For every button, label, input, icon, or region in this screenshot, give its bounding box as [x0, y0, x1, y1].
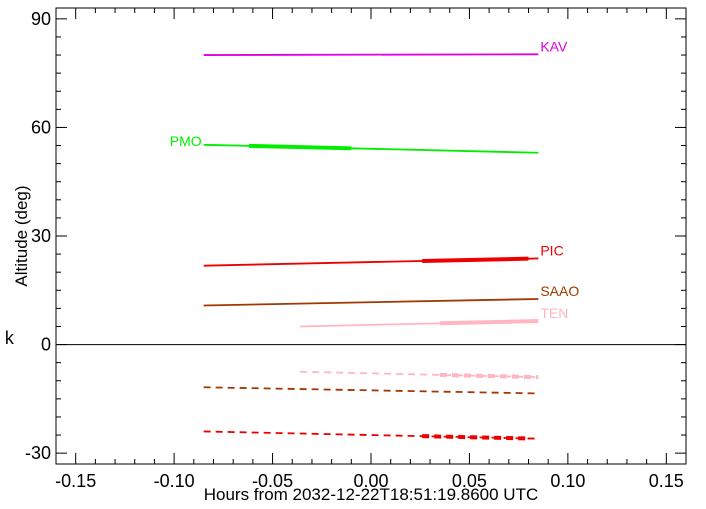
- plot-frame: [55, 7, 687, 465]
- series-highlight-segment: [422, 256, 529, 263]
- series-highlight-segment: [439, 372, 539, 380]
- series-lines: [203, 53, 539, 441]
- series-highlight-segment: [439, 319, 539, 326]
- y-tick-label: 60: [31, 117, 51, 137]
- series-highlight-segment: [248, 143, 352, 151]
- x-tick-label: -0.15: [55, 471, 96, 491]
- y-tick-label: 90: [31, 9, 51, 29]
- series-line-saao: [203, 298, 539, 307]
- series-highlight-segment: [422, 434, 529, 441]
- x-tick-label: 0.10: [550, 471, 585, 491]
- stray-k-glyph: k: [4, 330, 15, 350]
- axis-ticks: [55, 8, 687, 464]
- y-axis-title: Altitude (deg): [12, 185, 31, 286]
- x-tick-label: -0.05: [252, 471, 293, 491]
- x-axis-title: Hours from 2032-12-22T18:51:19.8600 UTC: [204, 485, 539, 504]
- x-tick-label: -0.10: [154, 471, 195, 491]
- series-label-pmo: PMO: [170, 133, 202, 149]
- series-line-kav: [203, 53, 539, 56]
- x-tick-label: 0.05: [452, 471, 487, 491]
- series-label-ten: TEN: [540, 305, 568, 321]
- axis-tick-labels: -0.15 -0.10 -0.05 0.00 0.05 0.10 0.15 -30 0 30 60 9…: [25, 9, 684, 491]
- series-labels: KAV PMO PIC SAAO TEN: [170, 38, 580, 321]
- x-tick-label: 0.15: [649, 471, 684, 491]
- series-label-kav: KAV: [540, 38, 568, 54]
- series-label-saao: SAAO: [540, 283, 579, 299]
- series-label-pic: PIC: [540, 242, 563, 258]
- x-tick-label: 0.00: [353, 471, 388, 491]
- series-line-below-horizon-6: [203, 386, 539, 395]
- y-tick-label: 30: [31, 226, 51, 246]
- y-tick-label: -30: [25, 443, 51, 463]
- y-tick-label: 0: [41, 335, 51, 355]
- series-line-below-horizon-5: [300, 370, 539, 379]
